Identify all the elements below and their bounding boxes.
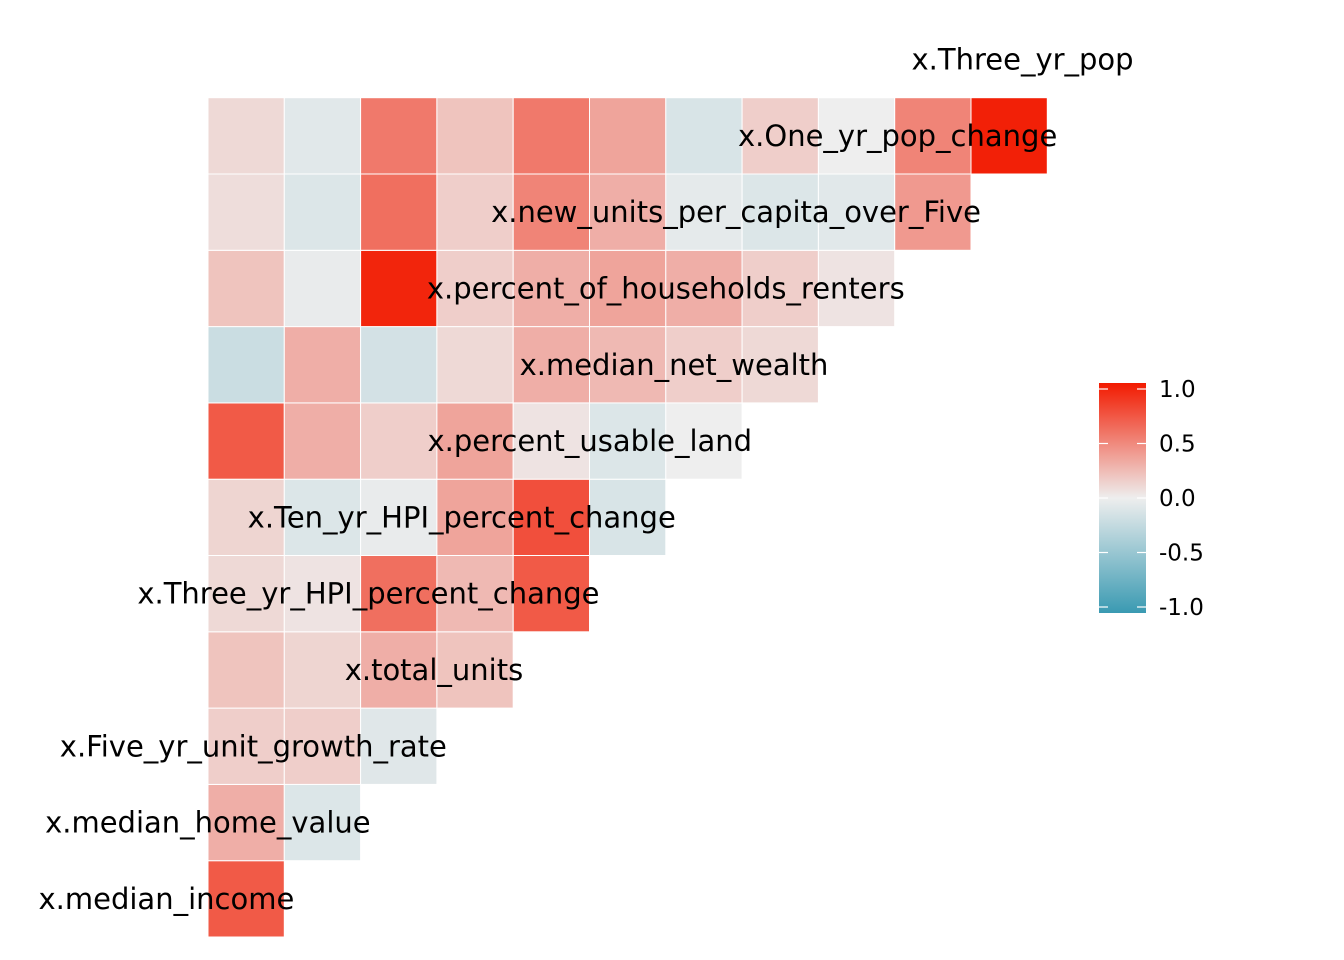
legend-tick-label: -1.0: [1159, 595, 1204, 621]
heatmap-cell: [207, 97, 285, 175]
heatmap-cell: [436, 402, 514, 480]
heatmap-cell: [283, 402, 362, 480]
heatmap-cell: [665, 326, 743, 404]
legend-tick-label: 0.0: [1159, 486, 1196, 512]
heatmap-cell: [589, 478, 667, 557]
legend-tick-label: 0.5: [1159, 432, 1196, 458]
heatmap-cell: [817, 173, 896, 251]
variable-label: x.median_home_value: [45, 806, 371, 840]
heatmap-cell: [207, 173, 285, 251]
heatmap-cell: [207, 402, 285, 480]
heatmap-cell: [436, 173, 514, 251]
variable-label: x.One_yr_pop_change: [738, 119, 1057, 153]
variable-label: x.percent_usable_land: [427, 424, 752, 458]
heatmap-cell: [589, 326, 667, 404]
heatmap-cell: [512, 97, 591, 175]
heatmap-cell: [207, 631, 285, 709]
variable-labels: x.median_income x.median_home_value x.Five…: [38, 43, 1133, 916]
variable-label: x.median_net_wealth: [520, 348, 829, 382]
heatmap-cell: [436, 478, 514, 557]
heatmap-cell: [360, 402, 438, 480]
heatmap-cell: [817, 97, 896, 175]
heatmap-cell: [360, 478, 438, 557]
heatmap-cell: [741, 326, 819, 404]
heatmap-cell: [283, 326, 362, 404]
heatmap-cell: [512, 478, 591, 557]
heatmap-cell: [360, 97, 438, 175]
variable-label: x.percent_of_households_renters: [427, 271, 905, 305]
heatmap-cell: [589, 249, 667, 328]
heatmap-cell: [512, 173, 591, 251]
heatmap-cell: [360, 326, 438, 404]
heatmap-cell: [207, 326, 285, 404]
variable-label: x.Five_yr_unit_growth_rate: [60, 729, 447, 763]
variable-label: x.total_units: [345, 653, 524, 687]
heatmap-cell: [283, 707, 362, 785]
heatmap-cell: [207, 249, 285, 328]
heatmap-cell: [207, 860, 285, 938]
heatmap-cell: [283, 631, 362, 709]
heatmap-cell: [665, 402, 743, 480]
heatmap-cell: [283, 97, 362, 175]
heatmap-cell: [741, 173, 819, 251]
heatmap-cell: [436, 97, 514, 175]
heatmap-cell: [665, 97, 743, 175]
variable-label: x.Three_yr_HPI_percent_change: [137, 577, 599, 611]
heatmap-cell: [207, 478, 285, 557]
heatmap-cell: [283, 478, 362, 557]
color-legend: 1.0 0.5 0.0 -0.5 -1.0: [1099, 377, 1204, 621]
heatmap-cell: [360, 555, 438, 633]
heatmap-cell: [589, 97, 667, 175]
heatmap-cell: [436, 631, 514, 709]
variable-label: x.median_income: [38, 882, 294, 916]
heatmap-cell: [207, 783, 285, 862]
heatmap-cell: [360, 707, 438, 785]
heatmap-cell: [589, 402, 667, 480]
heatmap-cell: [360, 249, 438, 328]
heatmap-cell: [970, 97, 1048, 175]
heatmap-cells: [207, 97, 1048, 938]
heatmap-cell: [207, 707, 285, 785]
heatmap-cell: [436, 249, 514, 328]
heatmap-cell: [512, 555, 591, 633]
heatmap-cell: [283, 173, 362, 251]
heatmap-cell: [360, 173, 438, 251]
legend-ticks: 1.0 0.5 0.0 -0.5 -1.0: [1099, 377, 1204, 621]
variable-label: x.Ten_yr_HPI_percent_change: [248, 500, 676, 534]
heatmap-cell: [283, 555, 362, 633]
legend-tick-label: 1.0: [1159, 377, 1196, 403]
heatmap-cell: [436, 326, 514, 404]
heatmap-cell: [360, 631, 438, 709]
variable-label: x.Three_yr_pop: [912, 43, 1134, 77]
legend-tick-label: -0.5: [1159, 541, 1204, 567]
variable-label: x.new_units_per_capita_over_Five: [491, 195, 981, 229]
heatmap-cell: [894, 173, 972, 251]
heatmap-cell: [817, 249, 896, 328]
heatmap-cell: [283, 249, 362, 328]
heatmap-cell: [512, 249, 591, 328]
